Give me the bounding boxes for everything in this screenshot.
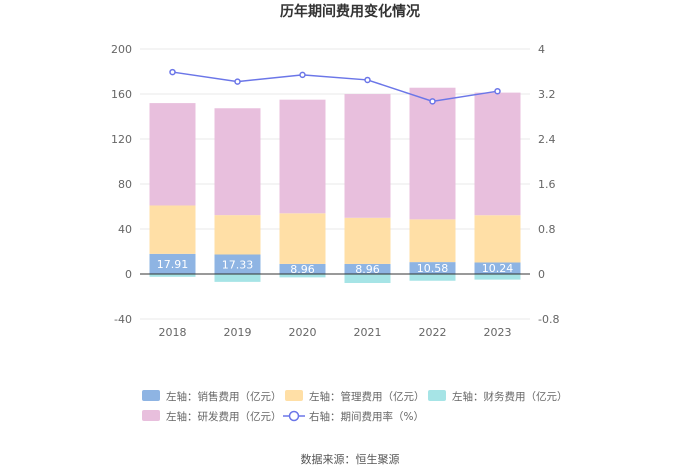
bars [149,87,521,283]
legend-swatch [142,390,160,401]
right-tick-label: 1.6 [538,178,556,191]
line-path [172,71,498,103]
bar-segment [214,215,261,255]
left-tick-label: 40 [118,223,132,236]
right-axis: 4 3.2 2.4 1.6 0.8 0 -0.8 [538,43,559,326]
line-point [494,87,501,95]
left-axis: 200 160 120 80 40 0 -40 [111,43,132,326]
legend-marker [288,410,300,422]
x-tick-label: 2022 [419,326,447,339]
bar-segment [409,274,456,281]
bar-segment [474,215,521,263]
legend: 左轴：销售费用（亿元） 左轴：管理费用（亿元） 左轴：财务费用（亿元） 左轴：研发费用… [142,390,568,423]
expense-rate-line [169,68,501,105]
bar-segment [409,262,456,274]
right-tick-label: 0.8 [538,223,556,236]
x-tick-label: 2019 [224,326,252,339]
bar-segment [279,99,326,214]
bar-segment [344,274,391,283]
left-tick-label: 200 [111,43,132,56]
legend-item: 左轴：财务费用（亿元） [428,390,568,403]
right-tick-label: 0 [538,268,545,281]
line-point [429,98,436,105]
bar-segment [149,274,196,277]
bar-segment [474,274,521,280]
right-tick-label: -0.8 [538,313,559,326]
left-tick-label: -40 [114,313,132,326]
data-label: 8.96 [355,263,380,276]
legend-label: 左轴：销售费用（亿元） [166,390,282,403]
x-tick-label: 2020 [289,326,317,339]
legend-label: 左轴：研发费用（亿元） [166,410,282,423]
right-tick-label: 2.4 [538,133,556,146]
data-label: 10.24 [482,262,514,275]
data-source: 数据来源：恒生聚源 [301,452,400,466]
bar-segment [214,108,261,216]
x-tick-label: 2021 [354,326,382,339]
legend-label: 左轴：管理费用（亿元） [309,390,425,403]
bar-segment [409,219,456,263]
legend-label: 右轴：期间费用率（%） [309,410,424,423]
line-point [299,71,306,79]
legend-item: 左轴：销售费用（亿元） [142,390,282,403]
data-label: 17.91 [157,258,189,271]
line-point [234,78,241,85]
legend-item: 右轴：期间费用率（%） [283,410,424,423]
bar-segment [279,274,326,278]
bar-segment [344,94,391,218]
legend-swatch [142,410,160,421]
legend-item: 左轴：管理费用（亿元） [285,390,425,403]
right-tick-label: 4 [538,43,545,56]
bar-segment [214,254,261,274]
data-label: 17.33 [222,258,254,271]
gridlines [140,48,530,320]
bar-segment [214,274,261,282]
x-tick-label: 2023 [484,326,512,339]
chart-title: 历年期间费用变化情况 [280,3,420,20]
x-axis: 2018 2019 2020 2021 2022 2023 [159,326,512,339]
data-label: 8.96 [290,263,315,276]
data-labels: 17.91 17.33 8.96 8.96 10.58 10.24 [157,258,514,276]
bar-segment [149,205,196,254]
legend-swatch [285,390,303,401]
bar-segment [279,213,326,264]
legend-label: 左轴：财务费用（亿元） [452,390,568,403]
data-label: 10.58 [417,262,449,275]
bar-segment [409,87,456,220]
bar-segment [344,263,391,274]
left-tick-label: 80 [118,178,132,191]
bar-segment [474,92,521,216]
x-tick-label: 2018 [159,326,187,339]
left-tick-label: 0 [125,268,132,281]
line-point [364,76,371,84]
legend-item: 左轴：研发费用（亿元） [142,410,282,423]
bar-segment [149,253,196,274]
bar-segment [474,262,521,274]
line-point [169,68,176,76]
left-tick-label: 120 [111,133,132,146]
bar-segment [149,103,196,206]
bar-segment [344,217,391,264]
right-tick-label: 3.2 [538,88,556,101]
bar-segment [279,263,326,274]
legend-swatch [428,390,446,401]
left-tick-label: 160 [111,88,132,101]
